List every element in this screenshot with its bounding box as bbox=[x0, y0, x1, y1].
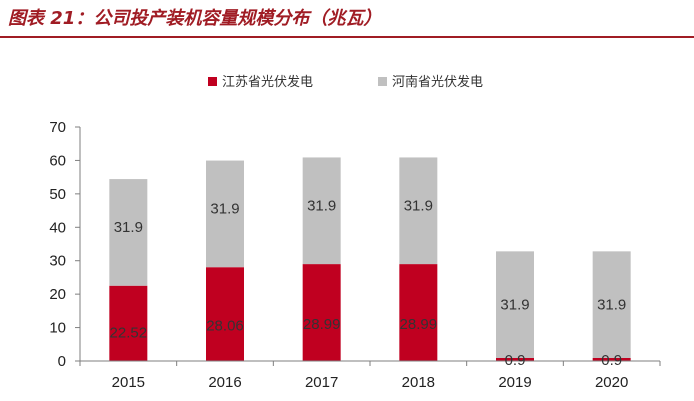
y-axis: 0 10 20 30 40 50 60 70 bbox=[49, 119, 81, 370]
y-tick-label: 50 bbox=[49, 186, 66, 203]
data-label: 31.9 bbox=[210, 201, 239, 218]
data-label: 22.52 bbox=[110, 324, 148, 341]
y-tick-label: 40 bbox=[49, 219, 66, 236]
y-tick-label: 20 bbox=[49, 286, 66, 303]
bar-henan bbox=[302, 157, 341, 265]
bar-henan bbox=[109, 179, 148, 286]
y-tick-label: 60 bbox=[49, 152, 66, 169]
bar-jiangsu bbox=[109, 285, 148, 361]
y-tick-label: 70 bbox=[49, 119, 66, 136]
data-label: 31.9 bbox=[307, 197, 336, 214]
bars bbox=[109, 157, 631, 361]
legend-label: 江苏省光伏发电 bbox=[222, 74, 313, 90]
data-label: 31.9 bbox=[597, 297, 626, 314]
data-label: 28.06 bbox=[206, 317, 244, 334]
x-tick-label: 2018 bbox=[402, 374, 435, 391]
bar-jiangsu bbox=[592, 357, 631, 361]
data-label: 31.9 bbox=[500, 297, 529, 314]
data-label: 28.99 bbox=[303, 316, 341, 333]
legend: 江苏省光伏发电 河南省光伏发电 bbox=[208, 74, 483, 90]
y-tick-label: 0 bbox=[58, 353, 66, 370]
data-label: 31.9 bbox=[114, 219, 143, 236]
legend-label: 河南省光伏发电 bbox=[392, 74, 483, 90]
data-label: 31.9 bbox=[404, 197, 433, 214]
data-label: 0.9 bbox=[601, 352, 622, 369]
bar-henan bbox=[206, 160, 244, 268]
y-tick-label: 10 bbox=[49, 320, 66, 337]
x-tick-label: 2019 bbox=[498, 374, 531, 391]
legend-swatch bbox=[208, 77, 217, 86]
bar-jiangsu bbox=[206, 267, 244, 361]
y-tick-label: 30 bbox=[49, 253, 66, 270]
x-axis: 2015 2016 2017 2018 2019 2020 bbox=[79, 360, 661, 391]
x-tick-label: 2015 bbox=[112, 374, 145, 391]
bar-jiangsu bbox=[399, 264, 438, 361]
data-labels: 22.52 31.9 28.06 31.9 28.99 31.9 28.99 31.9 0.9 3… bbox=[110, 197, 627, 369]
bar-jiangsu bbox=[496, 357, 534, 361]
bar-henan bbox=[399, 157, 438, 265]
data-label: 0.9 bbox=[505, 352, 526, 369]
x-tick-label: 2017 bbox=[305, 374, 338, 391]
data-label: 28.99 bbox=[400, 316, 438, 333]
x-tick-label: 2020 bbox=[595, 374, 628, 391]
title-rule bbox=[0, 36, 694, 38]
bar-henan bbox=[592, 251, 631, 358]
bar-jiangsu bbox=[302, 264, 341, 361]
bar-henan bbox=[496, 251, 534, 358]
figure-title: 图表 21：公司投产装机容量规模分布（兆瓦） bbox=[8, 8, 382, 29]
legend-swatch bbox=[378, 77, 387, 86]
x-tick-label: 2016 bbox=[208, 374, 241, 391]
